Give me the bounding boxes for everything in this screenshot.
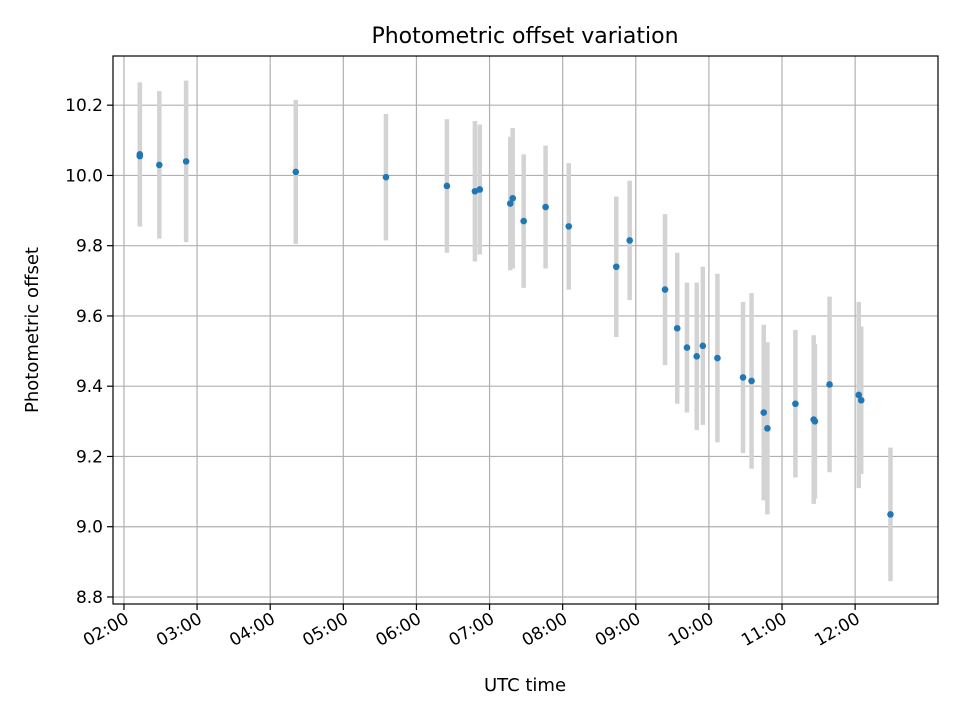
plot-frame (112, 55, 939, 605)
data-point (683, 344, 691, 351)
y-tick-label: 10.2 (65, 96, 103, 116)
data-point (748, 377, 755, 385)
data-point (857, 396, 865, 404)
y-tick-label: 8.8 (76, 588, 103, 608)
data-point (739, 374, 747, 381)
data-point (506, 200, 514, 207)
data-point (764, 425, 771, 432)
chart-title: Photometric offset variation (371, 24, 678, 49)
data-point (826, 381, 833, 388)
data-point (626, 237, 633, 244)
data-point (792, 400, 799, 408)
data-point (855, 391, 863, 399)
data-point (661, 286, 669, 293)
data-point (542, 203, 549, 211)
data-point (565, 223, 573, 230)
data-point (520, 217, 527, 225)
data-point (443, 182, 451, 190)
data-point (811, 418, 819, 425)
data-point (292, 168, 300, 176)
data-point (760, 409, 768, 416)
data-point (136, 152, 144, 160)
y-axis: 8.8 9.0 9.2 9.4 9.6 9.8 10.0 10.2 (65, 96, 113, 608)
data-point (612, 263, 620, 271)
grid (113, 56, 938, 604)
y-tick-label: 9.0 (76, 518, 103, 538)
y-tick-label: 9.6 (76, 307, 103, 327)
y-tick-label: 9.2 (76, 447, 103, 467)
data-point (673, 324, 681, 332)
data-point (476, 186, 484, 193)
y-tick-label: 9.8 (76, 237, 103, 257)
data-point (887, 511, 894, 518)
x-axis-label: UTC time (484, 675, 566, 696)
y-tick-label: 10.0 (65, 166, 103, 186)
data-point (156, 161, 163, 169)
y-axis-label: Photometric offset (22, 247, 43, 413)
data-point (382, 173, 390, 181)
data-point (509, 194, 517, 202)
data-point (693, 353, 701, 360)
data-point (182, 158, 190, 165)
y-tick-label: 9.4 (76, 377, 103, 397)
data-point (714, 354, 721, 362)
data-points (136, 151, 894, 518)
data-point (699, 342, 707, 350)
